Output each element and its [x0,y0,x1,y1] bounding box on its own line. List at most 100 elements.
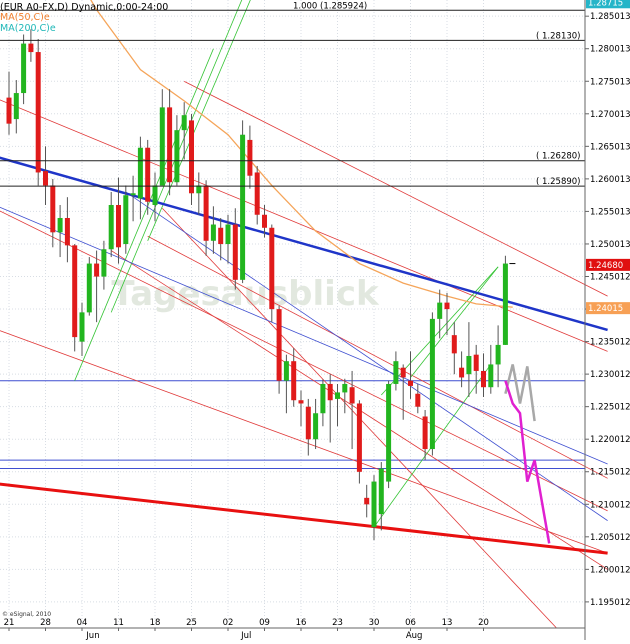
candle-up [101,249,107,277]
level-label: 1.000 (1.285924) [293,1,367,11]
candle-up [488,364,494,388]
candle-down [28,43,34,53]
y-tick-label: 1.285013 [590,12,630,22]
moving-averages [90,0,513,308]
x-month-label: Aug [406,631,423,640]
candle-down [145,147,151,202]
candle-up [152,185,158,205]
x-tick-label: 11 [113,618,124,628]
candle-down [116,204,121,248]
x-tick-label: 02 [223,618,234,628]
candle-up [320,383,326,414]
y-tick-label: 1.270013 [590,110,630,120]
level-label: ( 1.26280) [536,152,580,162]
y-tick-label: 1.225012 [590,403,630,413]
y-tick-label: 1.255013 [590,207,630,217]
price-label-box [586,302,630,315]
y-tick-label: 1.245012 [590,273,630,283]
ma50-legend: MA(50,C)e [0,12,50,23]
x-tick-label: 23 [332,618,343,628]
candle-up [240,134,246,280]
candle-down [50,185,56,233]
candle-down [269,227,275,310]
candle-down [6,97,12,124]
candle-down [356,403,362,472]
magenta-projection-path [504,380,551,544]
red-thick-trend-line [0,482,608,555]
y-tick-label: 1.215012 [590,468,630,478]
candle-down [291,361,297,401]
candle-down [189,120,194,194]
x-tick-label: 21 [4,618,15,628]
candle-down [94,263,100,277]
candle-up [378,468,384,515]
candle-up [495,344,501,365]
x-tick-label: 18 [150,618,161,628]
x-tick-label: 28 [40,618,51,628]
candle-down [72,245,78,338]
candle-down [276,309,282,381]
candle-up [13,93,19,120]
candle-down [298,400,304,404]
candle-down [459,367,465,378]
candle-up [466,355,472,375]
copyright: © eSignal, 2010 [2,611,51,618]
candle-up [429,318,435,450]
candle-down [262,214,267,228]
candle-up [137,147,143,199]
symbol-header: (EUR A0-FX,D) Dynamic,0:00-24:00 [0,2,168,13]
candle-down [415,393,421,407]
candle-up [283,361,289,381]
candles [6,29,516,541]
candle-up [386,383,392,482]
candle-down [364,497,370,505]
y-tick-label: 1.265013 [590,142,630,152]
highlight-price-label: 1.28715 [588,0,623,8]
candle-down [43,171,48,186]
y-tick-label: 1.210012 [590,500,630,510]
grey-projection-path [504,364,536,422]
x-tick-label: 09 [259,618,270,628]
candle-down [232,224,238,280]
y-tick-label: 1.220012 [590,435,630,445]
candle-up [313,413,319,440]
red-trend-line [147,235,608,479]
candle-up [342,383,348,393]
x-tick-label: 30 [369,618,380,628]
y-tick-label: 1.280013 [590,45,630,55]
level-label: ( 1.25890) [536,177,580,187]
y-tick-label: 1.275013 [590,77,630,87]
candle-down [349,387,355,404]
candle-down [327,383,333,401]
candle-down [35,52,41,173]
candle-down [203,185,209,241]
y-tick-label: 1.230012 [590,370,630,380]
candle-down [444,302,450,310]
candle-up [335,392,340,399]
x-tick-label: 06 [405,618,416,628]
x-tick-label: 20 [478,618,489,628]
level-labels: 1.000 (1.285924) ( 1.28130) ( 1.26280) ( 1.… [0,1,585,187]
y-tick-label: 1.205012 [590,533,630,543]
y-tick-label: 1.195012 [590,598,630,608]
green-channel-line [110,0,243,313]
x-tick-label: 16 [296,618,307,628]
candle-up [174,130,180,183]
candle-up [181,115,187,131]
candle-up [86,263,92,313]
highlight-price-box [586,0,630,9]
candle-down [167,107,173,183]
candle-up [196,185,202,194]
candle-up [393,361,399,384]
candle-up [437,302,443,319]
x-tick-label: 04 [77,618,88,628]
red-trend-line [0,330,608,554]
candle-down [422,416,428,450]
x-month-label: Jul [240,631,251,640]
candle-down [481,370,486,388]
level-label: ( 1.28130) [536,31,580,41]
green-channel-line [74,48,214,381]
x-tick-label: 13 [442,618,453,628]
